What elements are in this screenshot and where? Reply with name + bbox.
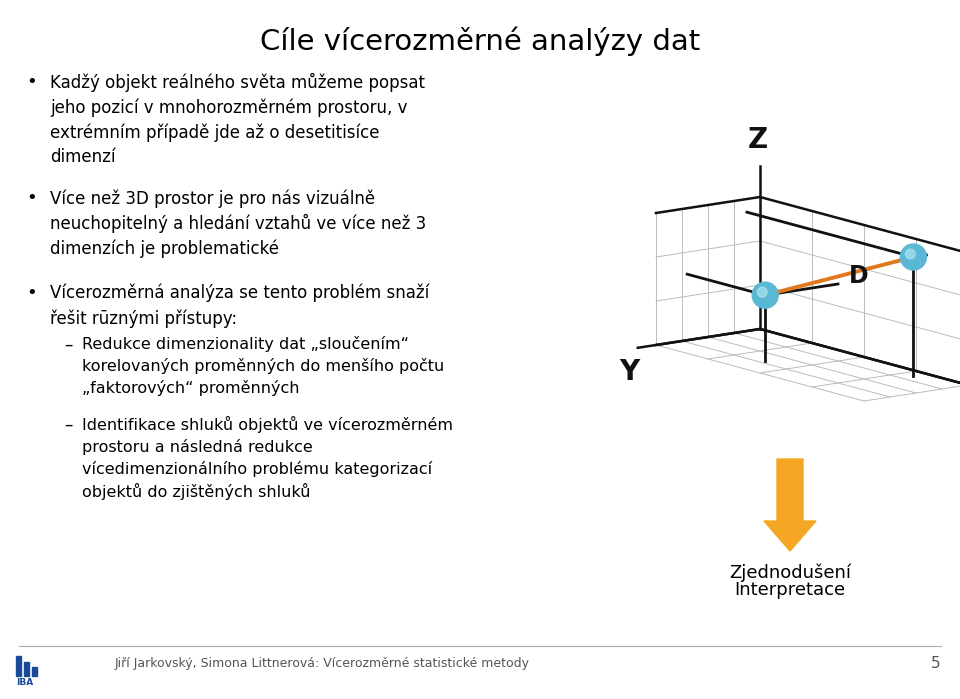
Circle shape [905, 249, 915, 259]
FancyArrow shape [764, 459, 816, 551]
Text: –: – [63, 336, 72, 354]
Bar [24, 662, 29, 676]
Circle shape [757, 287, 767, 297]
Text: •: • [27, 284, 37, 302]
Text: Z: Z [748, 127, 768, 154]
Circle shape [900, 244, 926, 270]
Bar [32, 667, 37, 676]
Text: Cíle vícerozměrné analýzy dat: Cíle vícerozměrné analýzy dat [260, 27, 700, 57]
Text: Redukce dimenzionality dat „sloučením“
korelovaných proměnných do menšího počtu
: Redukce dimenzionality dat „sloučením“ k… [82, 336, 444, 396]
Text: D: D [850, 264, 869, 288]
Text: Zjednodušení: Zjednodušení [729, 563, 851, 582]
Text: Více než 3D prostor je pro nás vizuálně
neuchopitelný a hledání vztahů ve více n: Více než 3D prostor je pro nás vizuálně … [50, 189, 426, 259]
Circle shape [753, 282, 779, 308]
Text: Jiří Jarkovský, Simona Littnerová: Vícerozměrné statistické metody: Jiří Jarkovský, Simona Littnerová: Vícer… [115, 656, 530, 670]
Text: •: • [27, 73, 37, 91]
Text: 5: 5 [930, 656, 940, 670]
Bar [16, 656, 21, 676]
Text: Kadžý objekt reálného světa můžeme popsat
jeho pozicí v mnohorozměrném prostoru,: Kadžý objekt reálného světa můžeme popsa… [50, 73, 425, 166]
Text: Identifikace shluků objektů ve vícerozměrném
prostoru a následná redukce
vícedim: Identifikace shluků objektů ve vícerozmě… [82, 416, 453, 500]
Text: Interpretace: Interpretace [734, 581, 846, 599]
Text: IBA: IBA [16, 678, 34, 687]
Text: •: • [27, 189, 37, 207]
Text: Vícerozměrná analýza se tento problém snaží
řešit rūznými přístupy:: Vícerozměrná analýza se tento problém sn… [50, 284, 429, 328]
Text: Y: Y [619, 358, 640, 386]
Text: –: – [63, 416, 72, 434]
